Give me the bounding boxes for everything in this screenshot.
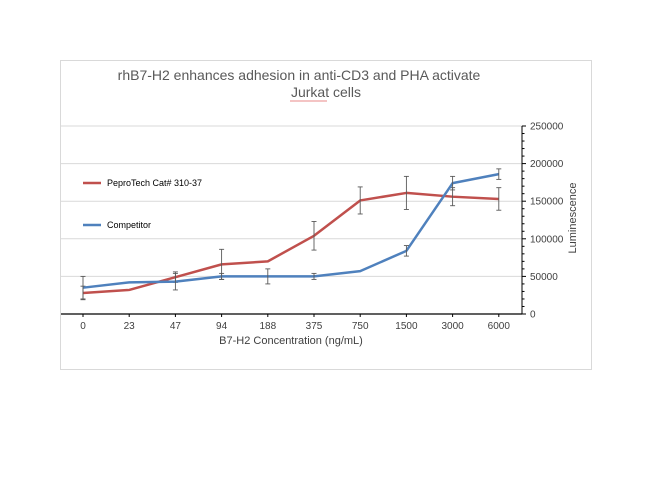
x-tick-label: 1500: [395, 321, 418, 332]
chart: rhB7-H2 enhances adhesion in anti-CD3 an…: [61, 67, 579, 347]
y-tick-label: 50000: [530, 272, 558, 283]
y-tick-label: 0: [530, 310, 536, 321]
x-axis-title: B7-H2 Concentration (ng/mL): [219, 335, 363, 347]
grid-lines: [61, 125, 522, 277]
x-tick-label: 3000: [441, 321, 464, 332]
x-tick-label: 6000: [488, 321, 511, 332]
x-tick-label: 94: [216, 321, 228, 332]
y-tick-labels: 0 50000 100000 150000 200000 250000: [530, 122, 564, 321]
axes: [61, 125, 526, 317]
series-line-1: [82, 191, 499, 295]
legend-label-1: PeproTech Cat# 310-37: [107, 178, 202, 188]
x-tick-labels: 0 23 47 94 188 375 750 1500 3000 6000: [80, 321, 510, 332]
series-line-2: [82, 172, 500, 289]
x-tick-label: 0: [80, 321, 86, 332]
y-tick-label: 100000: [530, 234, 564, 245]
legend: PeproTech Cat# 310-37 Competitor: [83, 178, 202, 230]
x-tick-label: 375: [306, 321, 323, 332]
y-tick-label: 200000: [530, 159, 564, 170]
legend-label-2: Competitor: [107, 220, 151, 230]
y-tick-label: 150000: [530, 197, 564, 208]
chart-title-line-2: Jurkat cells: [291, 84, 361, 100]
data-series: [80, 168, 502, 301]
y-axis-title: Luminescence: [567, 183, 579, 254]
chart-frame: rhB7-H2 enhances adhesion in anti-CD3 an…: [60, 60, 592, 370]
chart-title-line-1: rhB7-H2 enhances adhesion in anti-CD3 an…: [118, 67, 481, 83]
y-tick-label: 250000: [530, 122, 564, 133]
x-tick-label: 188: [259, 321, 276, 332]
x-tick-label: 47: [170, 321, 182, 332]
x-tick-label: 750: [352, 321, 369, 332]
x-tick-label: 23: [124, 321, 136, 332]
